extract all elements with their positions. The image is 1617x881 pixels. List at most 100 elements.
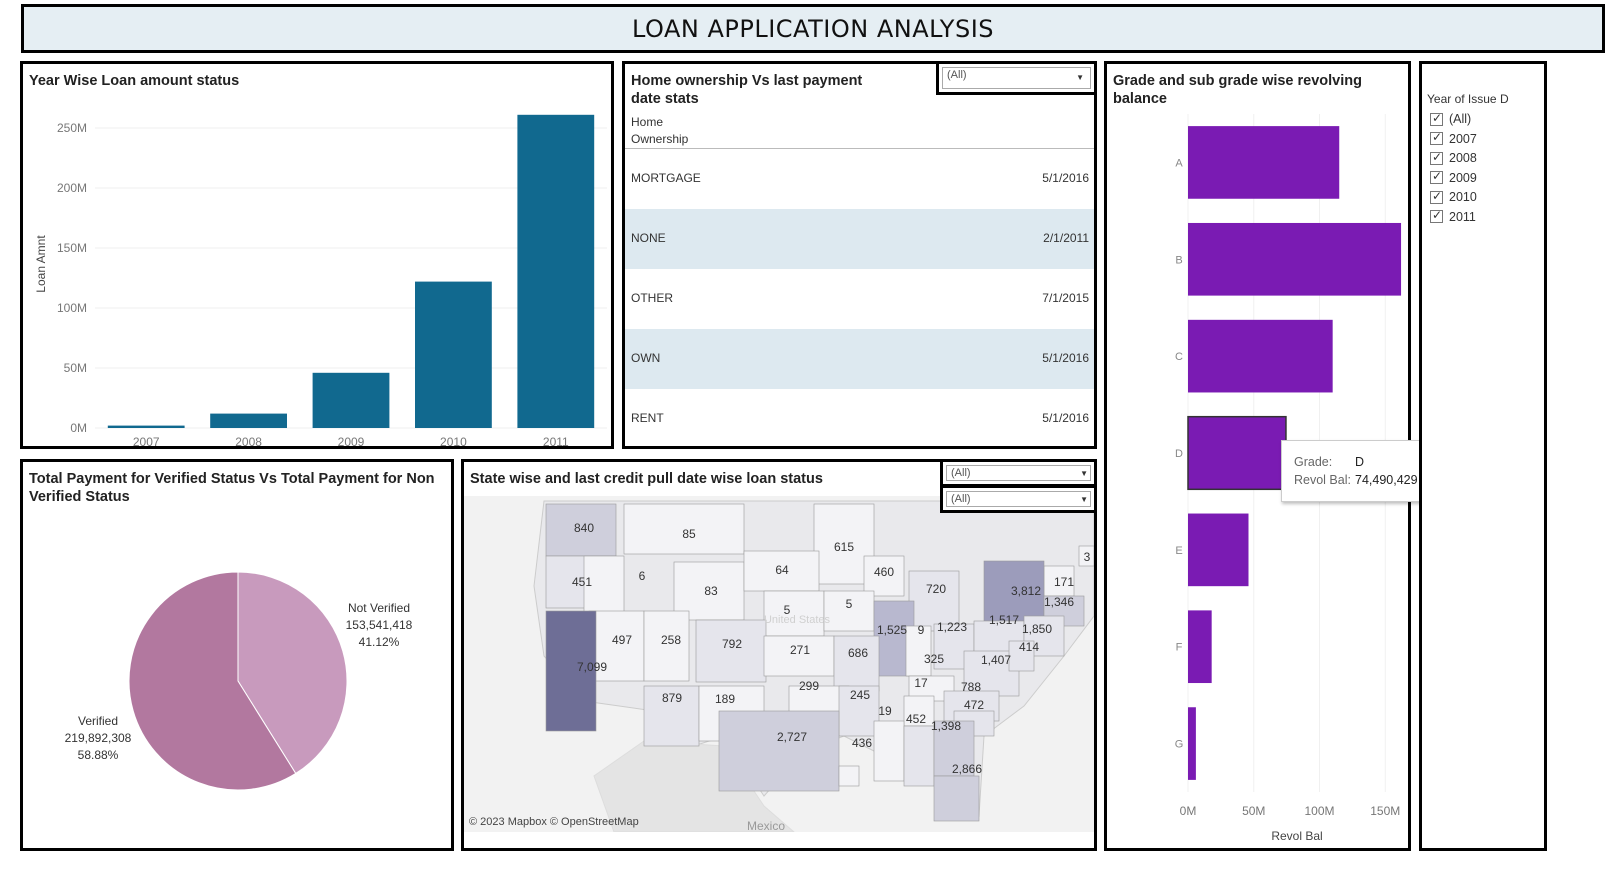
state-shape	[545, 610, 597, 732]
state-value-label: 2,866	[952, 762, 982, 776]
y-tick-label: F	[1176, 642, 1183, 654]
home-ownership-title: Home ownership Vs last payment date stat…	[631, 73, 863, 107]
state-value-label: 1,398	[931, 719, 961, 733]
x-tick-label: 150M	[1370, 804, 1400, 818]
pie-label-verified: Verified 219,892,308 58.88%	[65, 714, 132, 762]
state-shape	[1043, 565, 1075, 597]
home-ownership-filter[interactable]: (All) ▼	[936, 64, 1094, 95]
state-value-label: 879	[662, 691, 682, 705]
bar-grade-F	[1188, 610, 1212, 684]
state-shape	[718, 710, 840, 792]
state-shape	[588, 610, 645, 682]
pie-panel: Total Payment for Verified Status Vs Tot…	[20, 459, 454, 851]
state-shape	[908, 570, 960, 632]
state-value-label: 3	[1084, 550, 1091, 564]
state-shape	[933, 775, 980, 822]
last-payment-date-cell: 5/1/2016	[1042, 171, 1089, 185]
state-shape	[873, 720, 905, 782]
chevron-down-icon: ▼	[1076, 73, 1084, 82]
state-value-label: 792	[722, 637, 742, 651]
y-tick-label: A	[1175, 157, 1183, 169]
year-filter-option-label: 2010	[1449, 190, 1477, 204]
checkbox-checked-icon[interactable]	[1430, 169, 1443, 184]
map-title: State wise and last credit pull date wis…	[470, 471, 823, 487]
bar-2007	[107, 425, 185, 428]
bar-2011	[517, 114, 595, 429]
year-filter-option-label: 2008	[1449, 151, 1477, 165]
bar-2009	[312, 372, 390, 428]
state-value-label: 451	[572, 575, 592, 589]
pie-chart: Not Verified 153,541,418 41.12% Verified 219…	[65, 571, 413, 791]
state-value-label: 472	[964, 698, 984, 712]
y-tick-label: 250M	[57, 121, 87, 135]
state-shape	[823, 590, 875, 632]
state-shape	[643, 610, 690, 682]
pie-label-percent: 41.12%	[359, 635, 400, 649]
pie-label-not-verified: Not Verified 153,541,418 41.12%	[346, 601, 413, 649]
bar-2010	[415, 281, 492, 428]
checkbox-checked-icon[interactable]	[1430, 150, 1443, 165]
pie-slice-verified	[128, 571, 297, 791]
state-value-label: 1,850	[1022, 622, 1052, 636]
checkbox-checked-icon[interactable]	[1430, 189, 1443, 204]
pie-label-name: Not Verified	[348, 601, 410, 615]
state-value-label: 788	[961, 680, 981, 694]
state-value-label: 452	[906, 712, 926, 726]
map-attribution: © 2023 Mapbox © OpenStreetMap	[469, 816, 639, 828]
home-ownership-panel: Home ownership Vs last payment date stat…	[622, 61, 1097, 449]
home-ownership-rows: MORTGAGE 5/1/2016 NONE 2/1/2011 OTHER 7/1/201…	[625, 149, 1094, 446]
state-value-label: 6	[639, 569, 646, 583]
state-value-label: 497	[612, 633, 632, 647]
state-value-label: 83	[704, 584, 718, 598]
state-value-label: 1,517	[989, 613, 1019, 627]
bar-grade-E	[1188, 513, 1249, 587]
tooltip-grade-label: Grade:	[1294, 455, 1333, 469]
table-row: OTHER 7/1/2015	[625, 269, 1094, 329]
year-filter-title: Year of Issue D	[1427, 92, 1509, 106]
home-ownership-filter-value: (All)	[947, 69, 967, 81]
state-value-label: 299	[799, 679, 819, 693]
y-tick-label: 0M	[70, 421, 87, 435]
state-value-label: 686	[848, 646, 868, 660]
x-axis-title: Revol Bal	[1271, 829, 1322, 843]
state-value-label: 5	[784, 603, 791, 617]
pie-label-value: 219,892,308	[65, 731, 132, 745]
checkbox-checked-icon[interactable]	[1430, 130, 1443, 145]
year-filter-option[interactable]: 2009	[1430, 169, 1477, 185]
state-value-label: 19	[878, 704, 892, 718]
state-value-label: 325	[924, 652, 944, 666]
year-filter-option[interactable]: 2010	[1430, 189, 1477, 204]
state-value-label: 5	[846, 597, 853, 611]
last-payment-date-cell: 5/1/2016	[1042, 351, 1089, 365]
state-shape	[905, 625, 932, 677]
tooltip-bal-label: Revol Bal:	[1294, 473, 1351, 487]
year-filter-option[interactable]: 2011	[1430, 208, 1476, 224]
state-value-label: 271	[790, 643, 810, 657]
dashboard-title-bar: LOAN APPLICATION ANALYSIS	[21, 4, 1605, 53]
x-tick-label: 2008	[235, 435, 262, 446]
checkbox-checked-icon[interactable]	[1430, 111, 1443, 126]
state-value-label: 17	[914, 676, 928, 690]
ownership-cell: NONE	[631, 231, 666, 245]
checkbox-checked-icon[interactable]	[1430, 208, 1443, 223]
chevron-down-icon: ▼	[1080, 495, 1088, 504]
year-filter-option[interactable]: 2007	[1430, 130, 1477, 146]
map-filter-1[interactable]: (All) ▼	[940, 459, 1097, 487]
state-value-label: 2,727	[777, 730, 807, 744]
year-filter-option[interactable]: 2008	[1430, 150, 1477, 165]
state-value-label: 720	[926, 582, 946, 596]
map-filter-2[interactable]: (All) ▼	[940, 485, 1097, 513]
y-tick-label: C	[1175, 351, 1183, 363]
state-shape	[695, 619, 767, 683]
table-row: MORTGAGE 5/1/2016	[625, 149, 1094, 209]
pie-title: Total Payment for Verified Status Vs Tot…	[29, 471, 435, 505]
bar-grade-D	[1187, 415, 1287, 491]
pie-slice-not-verified	[237, 571, 348, 775]
y-tick-label: E	[1175, 545, 1182, 557]
y-tick-label: 100M	[57, 301, 87, 315]
year-loan-panel: Year Wise Loan amount status 0M 50M 100M 15…	[20, 61, 614, 449]
year-filter-option[interactable]: (All)	[1430, 111, 1471, 126]
state-value-label: 460	[874, 565, 894, 579]
bar-grade-B	[1188, 222, 1402, 296]
map-panel: State wise and last credit pull date wis…	[461, 459, 1097, 851]
